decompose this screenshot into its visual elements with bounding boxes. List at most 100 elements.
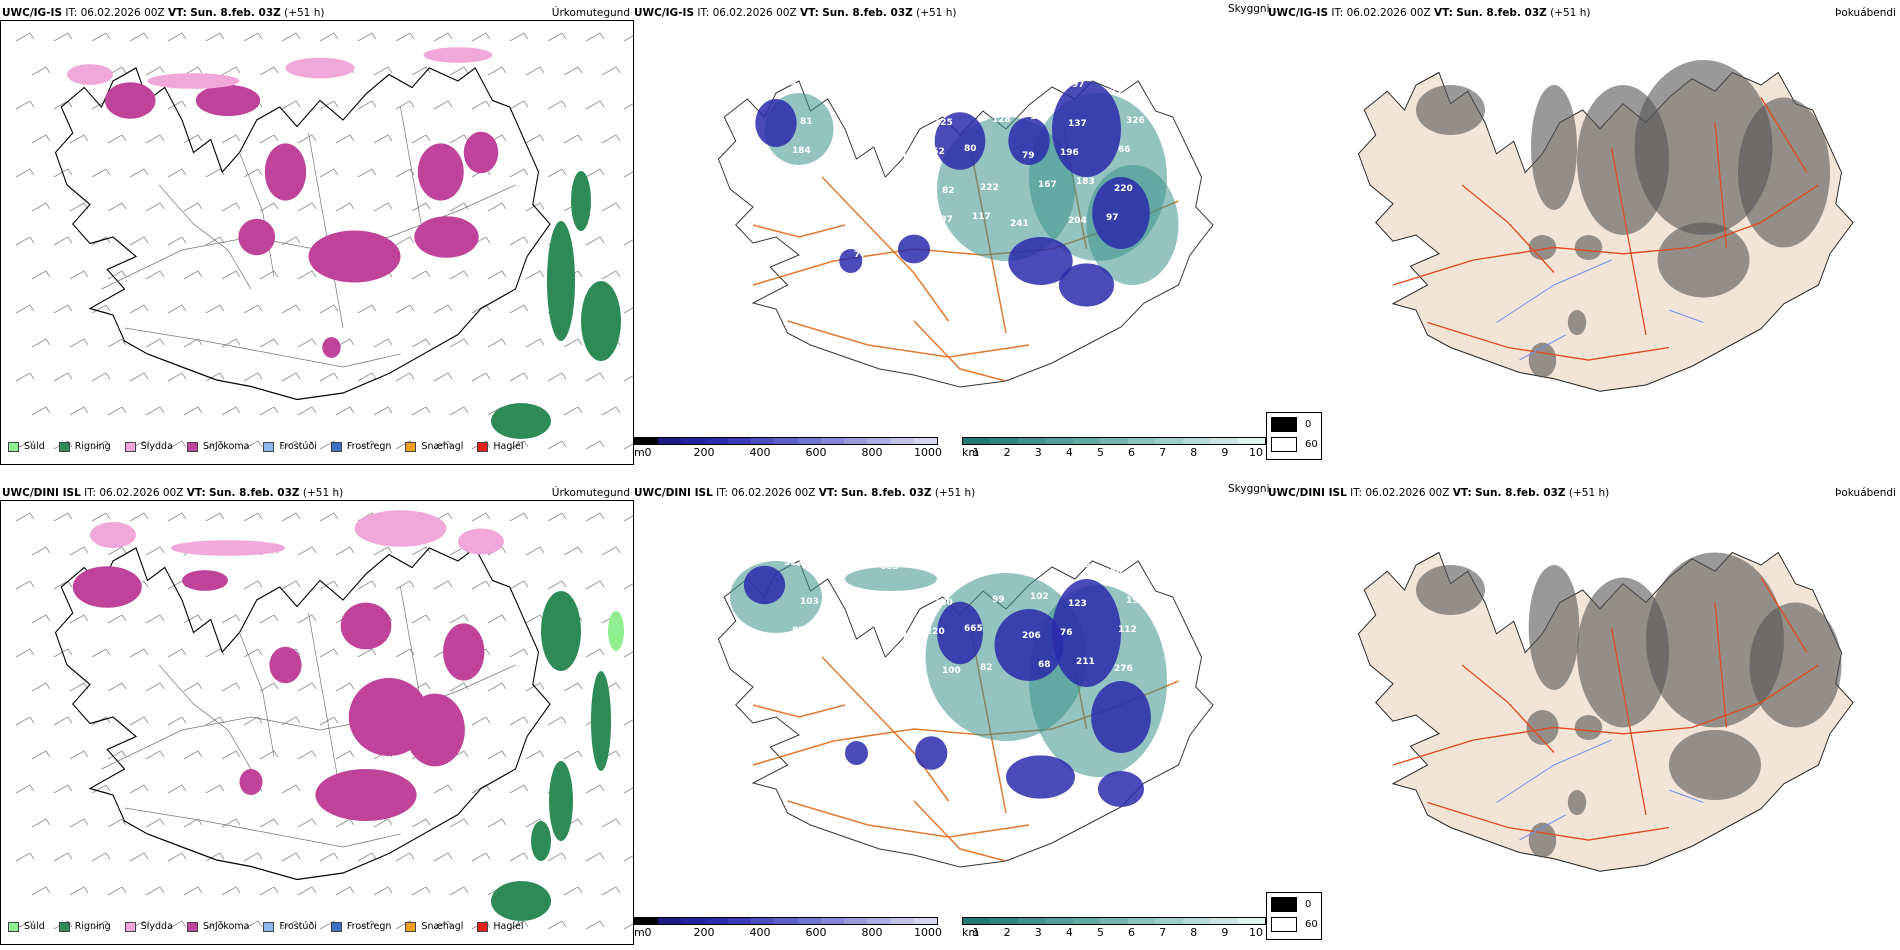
visibility-value: 128 bbox=[992, 115, 1011, 125]
wind-barb bbox=[183, 406, 203, 416]
colorbar-tick: 800 bbox=[861, 446, 883, 459]
wind-barb bbox=[335, 134, 355, 144]
wind-barb bbox=[167, 168, 187, 178]
fog-index-area bbox=[1526, 710, 1559, 745]
wind-barb bbox=[15, 852, 35, 862]
wind-barb bbox=[471, 304, 491, 314]
wind-barb bbox=[357, 32, 377, 42]
river bbox=[1496, 259, 1612, 323]
legend-swatch bbox=[124, 441, 136, 452]
wind-barb bbox=[373, 202, 393, 212]
visibility-value: 211 bbox=[1076, 657, 1095, 667]
wind-barb bbox=[281, 32, 301, 42]
km-colorbar-bars bbox=[962, 437, 1266, 445]
wind-barb bbox=[243, 648, 263, 658]
snowfall-area bbox=[264, 143, 307, 201]
wind-barb bbox=[449, 134, 469, 144]
wind-barb bbox=[31, 750, 51, 760]
wind-barb bbox=[167, 100, 187, 110]
very-low-visibility-area bbox=[934, 112, 986, 170]
wind-barb bbox=[357, 920, 377, 930]
colorbar-segment bbox=[1017, 918, 1046, 924]
snowfall-area bbox=[443, 623, 485, 681]
visibility-value: 79 bbox=[1022, 151, 1035, 161]
colorbar-segment bbox=[774, 438, 798, 444]
very-low-visibility-area bbox=[839, 249, 863, 273]
visibility-value: 93 bbox=[830, 633, 843, 643]
fog-legend-swatch bbox=[1271, 917, 1297, 932]
iceland-cloud bbox=[1357, 551, 1854, 872]
colorbar-segment bbox=[635, 918, 659, 924]
road bbox=[1610, 627, 1647, 816]
visibility-value: 123 bbox=[938, 559, 957, 569]
model-name: UWC/DINI ISL bbox=[634, 487, 713, 499]
wind-barb bbox=[259, 750, 279, 760]
wind-barb bbox=[281, 512, 301, 522]
wind-barb bbox=[601, 818, 621, 828]
wind-barb bbox=[623, 648, 643, 658]
iceland-precip bbox=[54, 47, 551, 401]
fog-index-area bbox=[1577, 577, 1669, 728]
wind-barb bbox=[471, 440, 491, 450]
legend-swatch bbox=[330, 441, 342, 452]
wind-barb bbox=[487, 614, 507, 624]
precip-panel-header: UWC/DINI ISL IT: 06.02.2026 00Z VT: Sun.… bbox=[2, 487, 343, 500]
wind-barb bbox=[69, 270, 89, 280]
snowfall-area bbox=[463, 131, 499, 174]
fog-index-area bbox=[1669, 730, 1761, 800]
visibility-value: 326 bbox=[1126, 116, 1145, 126]
wind-barb bbox=[243, 920, 263, 930]
visibility-value: 103 bbox=[1030, 112, 1049, 122]
precip-panel-title: Úrkomutegund bbox=[551, 7, 630, 19]
wind-barb bbox=[129, 236, 149, 246]
colorbar-segment bbox=[658, 918, 682, 924]
visibility-value: 189 bbox=[888, 630, 907, 640]
wind-barb bbox=[53, 236, 73, 246]
wind-barb bbox=[259, 614, 279, 624]
wind-barb bbox=[319, 716, 339, 726]
wind-barb bbox=[449, 682, 469, 692]
wind-barb bbox=[107, 546, 127, 556]
wind-barb bbox=[183, 750, 203, 760]
sleet-area bbox=[170, 540, 286, 556]
wind-barb bbox=[509, 648, 529, 658]
wind-barb bbox=[509, 512, 529, 522]
visibility-value: 115 bbox=[808, 665, 827, 675]
wind-barb bbox=[297, 270, 317, 280]
wind-barb bbox=[357, 168, 377, 178]
wind-barb bbox=[297, 406, 317, 416]
wind-barb bbox=[205, 32, 225, 42]
colorbar-tick: 1000 bbox=[914, 926, 942, 939]
wind-barb bbox=[91, 372, 111, 382]
wind-barb bbox=[585, 852, 605, 862]
wind-barb bbox=[129, 512, 149, 522]
wind-barb bbox=[357, 852, 377, 862]
visibility-value: 77 bbox=[854, 250, 867, 260]
colorbar-segment bbox=[1017, 438, 1046, 444]
snowfall-area bbox=[182, 570, 228, 591]
very-low-visibility-area bbox=[1098, 771, 1144, 807]
legend-item: Snæhagl bbox=[405, 441, 463, 452]
wind-barb bbox=[281, 852, 301, 862]
colorbar-segment bbox=[1127, 918, 1156, 924]
road bbox=[124, 807, 401, 848]
wind-barb bbox=[525, 202, 545, 212]
colorbar-segment bbox=[820, 918, 845, 924]
wind-barb bbox=[297, 682, 317, 692]
elevation-colorbar-bars bbox=[634, 437, 938, 445]
wind-barb bbox=[145, 338, 165, 348]
colorbar-segment bbox=[913, 918, 938, 924]
colorbar-tick: 3 bbox=[1034, 926, 1042, 939]
road bbox=[1427, 321, 1670, 361]
iceland-vis bbox=[717, 80, 1214, 388]
wind-barb bbox=[563, 886, 583, 896]
colorbar-tick: 4 bbox=[1065, 446, 1073, 459]
sleet-area bbox=[285, 57, 355, 79]
fog-index-area bbox=[1567, 790, 1587, 815]
wind-barb bbox=[449, 406, 469, 416]
wind-barb bbox=[31, 546, 51, 556]
visibility-value: 80 bbox=[964, 144, 977, 154]
road bbox=[1760, 577, 1808, 653]
visibility-value: 76 bbox=[1060, 628, 1073, 638]
wind-barb bbox=[319, 168, 339, 178]
